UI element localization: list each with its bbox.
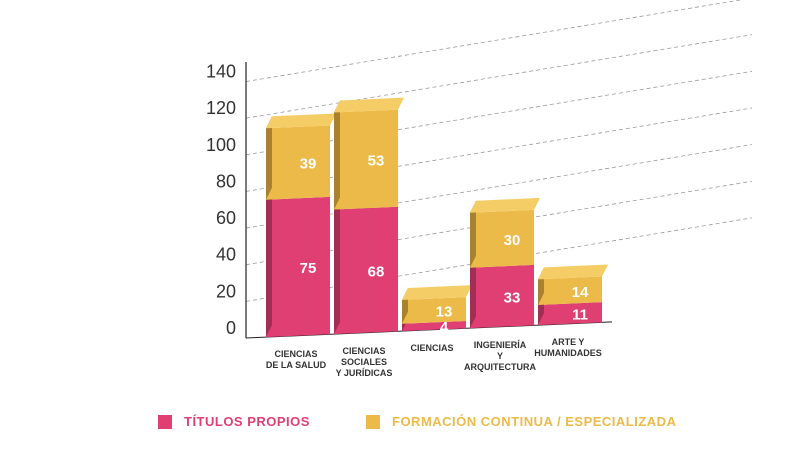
bar-4-formacion-continua-top — [538, 264, 608, 280]
bar-4-formacion-continua-front — [538, 276, 602, 305]
category-label-2-line-0: CIENCIAS — [410, 343, 453, 353]
bar-1-titulos-propios-front — [334, 206, 398, 335]
category-label-0-line-1: DE LA SALUD — [266, 360, 327, 370]
value-label-formacion-continua-2: 13 — [436, 303, 453, 320]
category-label-4-line-1: HUMANIDADES — [534, 348, 602, 358]
gridline-40 — [245, 180, 753, 266]
category-label-0-line-0: CIENCIAS — [274, 349, 317, 359]
bar-3-formacion-continua-front — [470, 209, 534, 268]
bar-3-formacion-continua-side — [470, 200, 476, 268]
category-label-3-line-1: Y — [497, 351, 503, 361]
gridline-100 — [245, 70, 753, 156]
bar-1-titulos-propios-side — [334, 197, 340, 335]
bar-4-titulos-propios-front — [538, 302, 602, 326]
category-label-1-line-2: Y JURÍDICAS — [336, 368, 393, 378]
y-tick-label-60: 60 — [216, 208, 236, 228]
y-tick-label-100: 100 — [206, 135, 236, 155]
value-label-titulos-propios-1: 68 — [368, 263, 385, 280]
bar-0-titulos-propios-front — [266, 196, 330, 338]
gridline-80 — [245, 107, 753, 192]
gridlines — [245, 0, 753, 302]
legend-swatch-formacion-continua — [366, 414, 380, 429]
bar-group-1: 68 53 — [334, 97, 404, 335]
y-tick-label-20: 20 — [216, 281, 236, 301]
bar-1-formacion-continua-top — [334, 97, 404, 113]
value-label-titulos-propios-3: 33 — [504, 290, 521, 307]
gridline-140 — [245, 0, 743, 82]
y-tick-label-40: 40 — [216, 245, 236, 265]
gridline-120 — [245, 34, 753, 119]
value-label-formacion-continua-1: 53 — [368, 153, 385, 170]
bar-3-titulos-propios-front — [470, 264, 534, 329]
category-label-1-line-0: CIENCIAS — [342, 346, 385, 356]
bar-2-formacion-continua-top — [402, 285, 472, 300]
legend-label-formacion-continua: FORMACIÓN CONTINUA / ESPECIALIZADA — [392, 414, 677, 429]
legend-label-titulos-propios: TÍTULOS PROPIOS — [184, 414, 310, 429]
bar-2-formacion-continua-front — [402, 297, 466, 324]
value-label-titulos-propios-4: 11 — [572, 307, 588, 324]
category-label-4-line-0: ARTE Y — [552, 337, 585, 347]
bar-group-2: 413 — [402, 285, 472, 336]
category-label-1-line-1: SOCIALES — [341, 357, 387, 367]
bar-3-formacion-continua-top — [470, 197, 540, 213]
bar-1-formacion-continua-front — [334, 109, 398, 210]
value-label-formacion-continua-0: 39 — [300, 156, 317, 173]
bar-0-formacion-continua-top — [266, 113, 336, 129]
category-label-3-line-0: INGENIERÍA — [474, 340, 527, 350]
y-tick-label-0: 0 — [226, 318, 236, 338]
bar-0-formacion-continua-side — [266, 116, 272, 200]
y-tick-label-80: 80 — [216, 171, 236, 191]
y-tick-label-120: 120 — [206, 98, 236, 118]
legend-item-titulos-propios: TÍTULOS PROPIOS — [158, 414, 310, 429]
gridline-20 — [245, 217, 753, 302]
bar-0-formacion-continua-front — [266, 125, 330, 200]
bar-1-formacion-continua-side — [334, 100, 340, 210]
gridline-60 — [245, 144, 753, 229]
value-label-formacion-continua-3: 30 — [504, 232, 521, 249]
y-tick-labels: 0 20 40 60 80 100 120 140 — [206, 62, 236, 338]
legend-item-formacion-continua: FORMACIÓN CONTINUA / ESPECIALIZADA — [366, 414, 676, 429]
legend-swatch-titulos-propios — [158, 414, 172, 429]
bar-group-3: 33 30 — [470, 197, 540, 329]
bar-group-0: 75 39 — [266, 113, 336, 338]
bar-2-titulos-propios-front — [402, 320, 466, 332]
bar-3-titulos-propios-side — [470, 255, 476, 329]
category-label-3-line-2: ARQUITECTURA — [464, 362, 536, 372]
bar-0-titulos-propios-side — [266, 187, 272, 338]
value-label-titulos-propios-0: 75 — [300, 260, 317, 277]
value-label-titulos-propios-2: 4 — [440, 319, 449, 336]
value-label-formacion-continua-4: 14 — [572, 284, 589, 301]
y-tick-label-140: 140 — [206, 62, 236, 82]
